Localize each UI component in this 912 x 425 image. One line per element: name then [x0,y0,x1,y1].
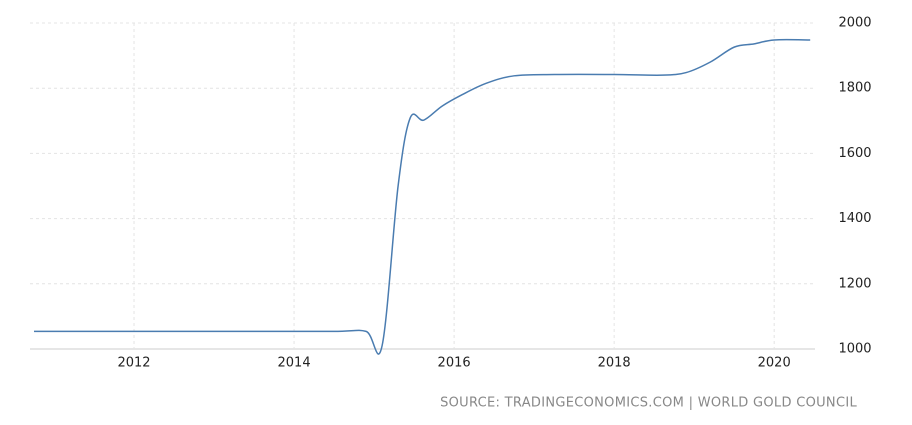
data-line [34,38,811,355]
y-tick-label: 1000 [838,342,871,357]
x-tick-label: 2014 [278,356,311,371]
y-tick-label: 2000 [838,16,871,31]
y-tick-label: 1800 [838,81,871,96]
y-tick-label: 1600 [838,146,871,161]
source-note: SOURCE: TRADINGECONOMICS.COM | WORLD GOL… [440,396,857,411]
y-tick-label: 1400 [838,211,871,226]
x-tick-label: 2020 [758,356,791,371]
x-tick-label: 2018 [598,356,631,371]
x-tick-label: 2016 [438,356,471,371]
y-tick-label: 1200 [838,276,871,291]
x-tick-label: 2012 [117,356,150,371]
